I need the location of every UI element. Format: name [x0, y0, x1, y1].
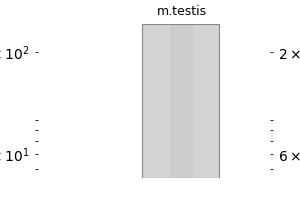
Bar — [142, 24, 219, 178]
Text: m.testis: m.testis — [157, 5, 207, 18]
Bar — [142, 24, 219, 178]
Bar — [170, 24, 193, 178]
